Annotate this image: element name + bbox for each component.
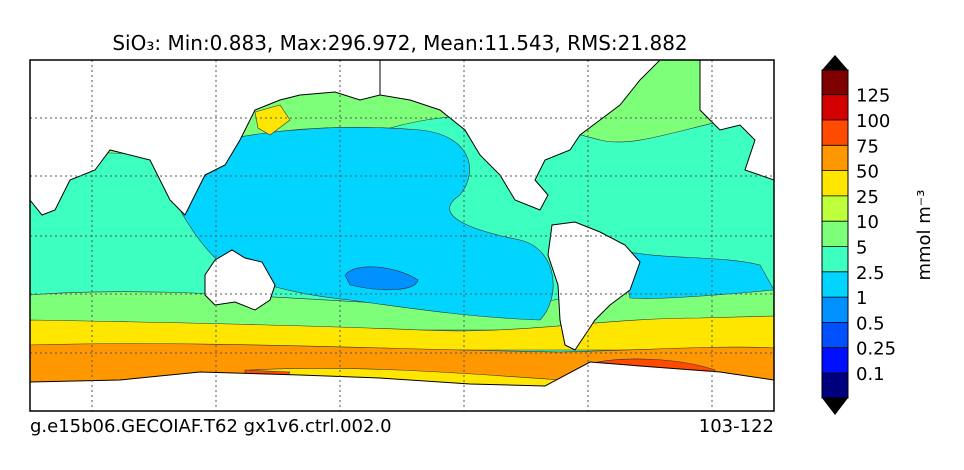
colorbar-tick-label: 5 (856, 238, 867, 259)
colorbar-segment (822, 246, 848, 272)
south-america (547, 221, 641, 351)
contour-region (344, 266, 419, 291)
colorbar-segment (822, 145, 848, 171)
europe-africa-east (699, 60, 774, 181)
colorbar-tick-label: 0.1 (856, 364, 885, 385)
colorbar-tick-label: 100 (856, 111, 890, 132)
colorbar-segment (822, 373, 848, 398)
colorbar-segment (822, 170, 848, 196)
colorbar: 0.1 0.25 0.5 1 2.5 5 10 25 50 75 100 125 (821, 55, 896, 415)
grid-lines (30, 60, 774, 411)
colorbar-segment (822, 70, 848, 95)
footer-right: 103-122 (699, 416, 774, 437)
colorbar-segment (822, 347, 848, 373)
map-frame (29, 59, 775, 412)
colorbar-tick-label: 25 (856, 187, 879, 208)
colorbar-tick-label: 0.5 (856, 313, 885, 334)
footer-left: g.e15b06.GECOIAF.T62 gx1v6.ctrl.002.0 (30, 416, 392, 437)
colorbar-tick-label: 50 (856, 162, 879, 183)
colorbar-frame (821, 69, 849, 399)
title: SiO₃: Min:0.883, Max:296.972, Mean:11.54… (112, 31, 687, 55)
colorbar-tick-label: 2.5 (856, 263, 885, 284)
colorbar-tick-label: 1 (856, 288, 867, 309)
australia (204, 249, 276, 311)
colorbar-extend-bottom (822, 398, 848, 415)
colorbar-tick-label: 75 (856, 136, 879, 157)
colorbar-segment (822, 297, 848, 323)
colorbar-segment (822, 94, 848, 120)
antarctica (30, 361, 774, 411)
colorbar-segment (822, 195, 848, 222)
contour-region (254, 104, 291, 136)
africa-asia (30, 60, 381, 216)
colorbar-tick-label: 0.25 (856, 339, 896, 360)
graticule (30, 60, 774, 411)
colorbar-segment (822, 120, 848, 146)
land (30, 60, 774, 411)
colorbar-tick-label: 10 (856, 212, 879, 233)
colorbar-segment (822, 221, 848, 247)
colorbar-extend-top (822, 55, 848, 70)
colorbar-tick-label: 125 (856, 86, 890, 107)
colorbar-label: mmol m⁻³ (914, 189, 935, 280)
north-america (379, 60, 661, 211)
colorbar-segment (822, 271, 848, 298)
colorbar-segment (822, 322, 848, 348)
